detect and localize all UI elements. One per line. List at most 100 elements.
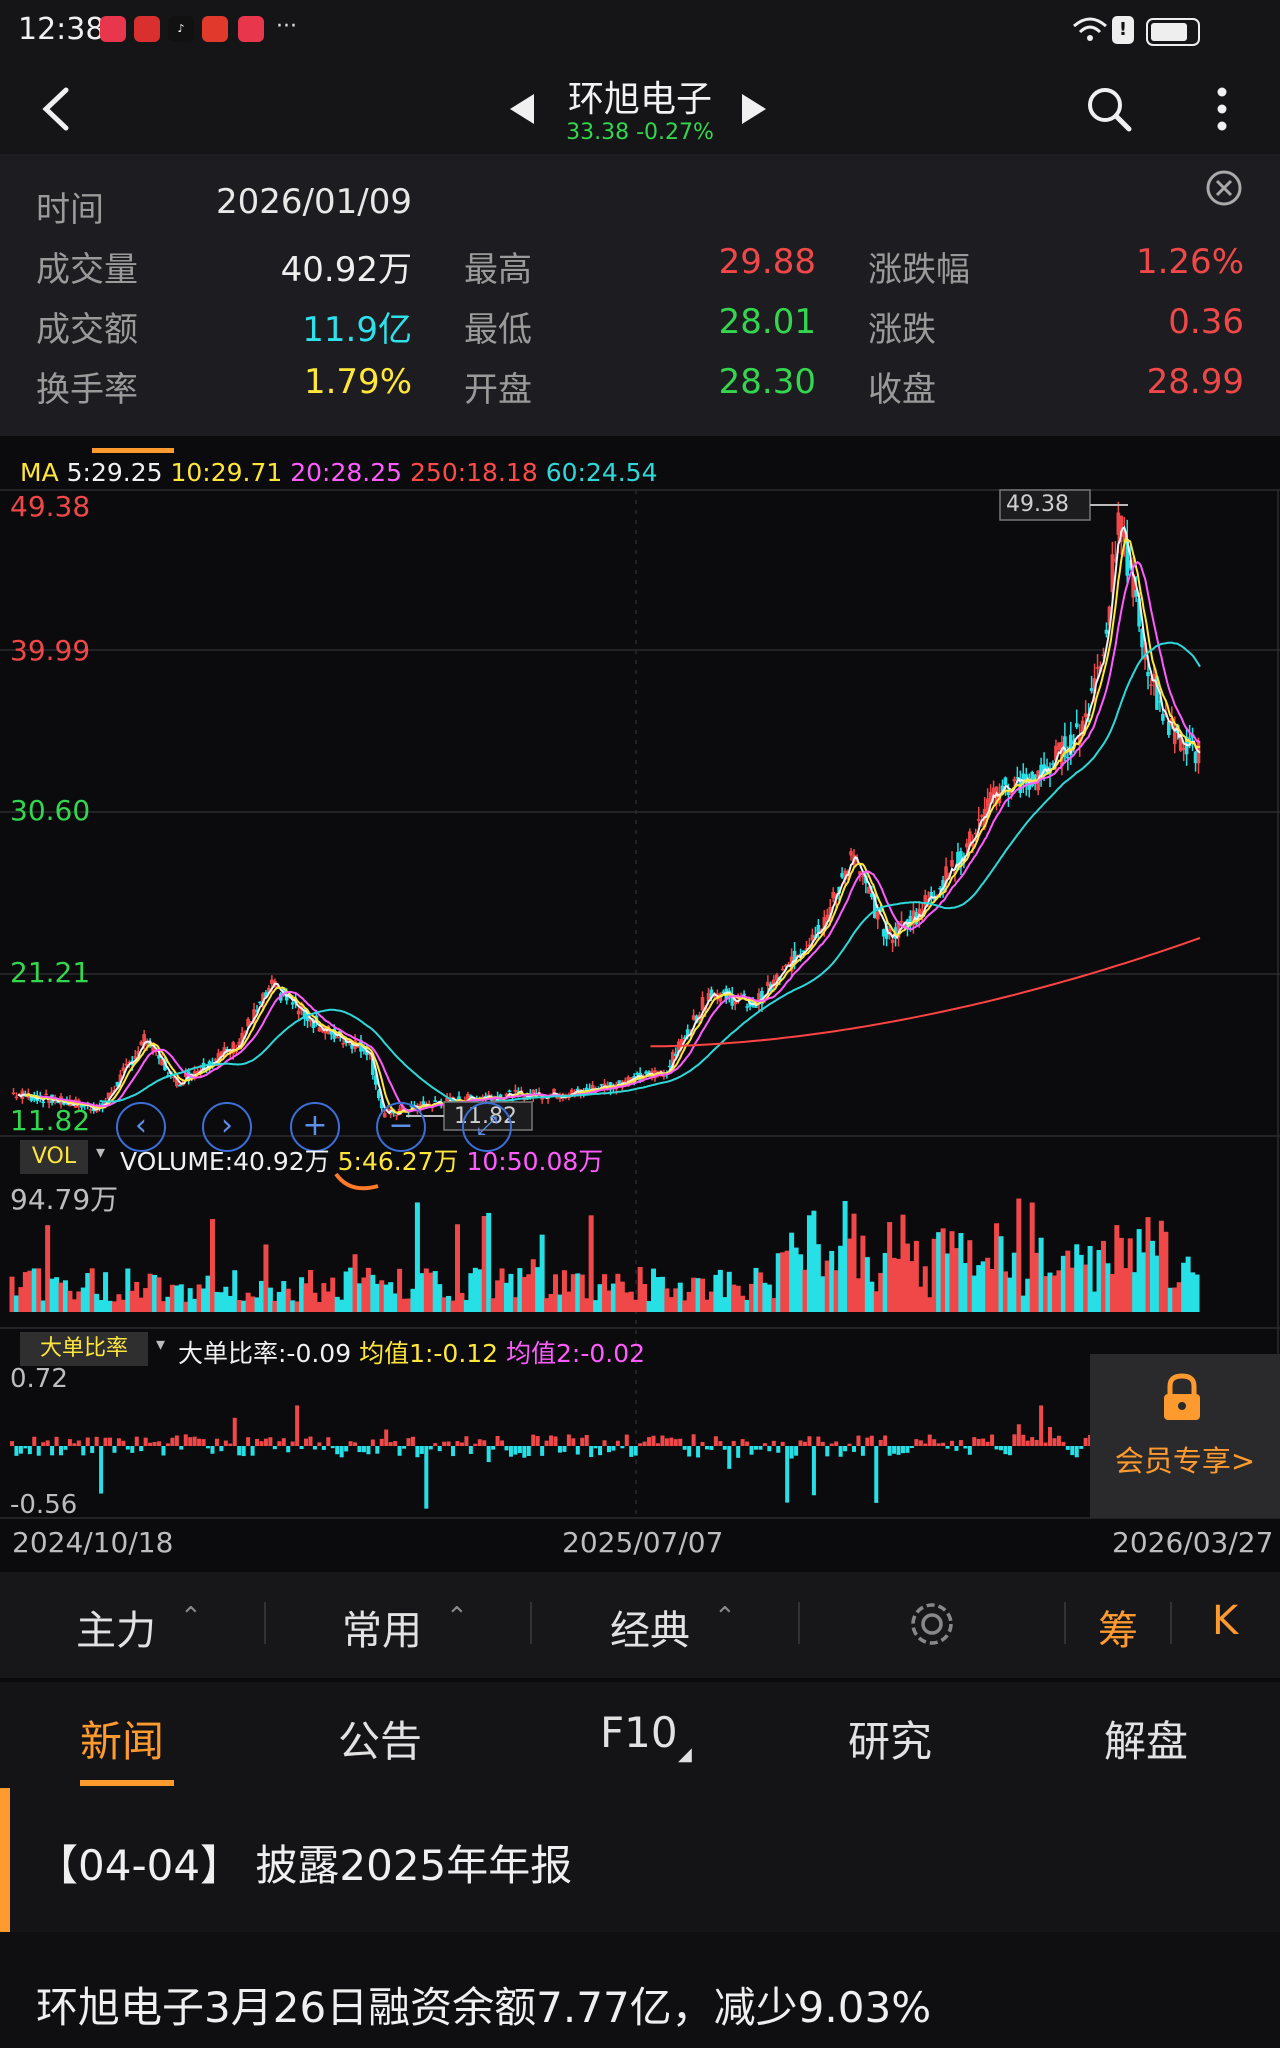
candle-body — [875, 911, 880, 920]
search-icon[interactable] — [1086, 86, 1132, 132]
volume-bar — [1011, 1252, 1017, 1312]
zoom-in-button[interactable]: + — [290, 1102, 340, 1152]
candle-body — [676, 1041, 681, 1054]
volume-bar — [553, 1274, 559, 1312]
candle-body — [923, 895, 928, 907]
volume-bar — [414, 1202, 420, 1312]
zoom-out-button[interactable]: − — [376, 1102, 426, 1152]
volume-bar — [847, 1238, 853, 1312]
ratio-bar — [1003, 1446, 1008, 1455]
ma-lines — [17, 525, 1201, 1115]
member-lock-overlay[interactable]: 会员专享> — [1090, 1354, 1280, 1518]
divider — [530, 1602, 532, 1644]
chevron-up-icon[interactable]: ⌃ — [180, 1602, 202, 1632]
ratio-bar — [415, 1446, 420, 1458]
volume-bar — [499, 1268, 505, 1312]
candle-body — [733, 1001, 737, 1005]
candle-body — [1060, 741, 1064, 767]
ratio-bar — [170, 1437, 175, 1446]
next-triangle-icon[interactable] — [740, 92, 768, 126]
news-item[interactable]: 环旭电子3月26日融资余额7.77亿，减少9.03% — [0, 1932, 1280, 2048]
close-circle-icon[interactable] — [1204, 168, 1244, 208]
ratio-indicator-tag[interactable]: 大单比率 — [20, 1332, 148, 1366]
candle-body — [1063, 736, 1067, 758]
price-axis-max: 49.38 — [10, 490, 91, 523]
kline-chart-area[interactable]: MA 5:29.25 10:29.71 20:28.25 250:18.18 6… — [0, 448, 1280, 1568]
reset-zoom-button[interactable]: ⤢ — [462, 1102, 512, 1152]
ratio-bar — [45, 1440, 50, 1446]
prev-triangle-icon[interactable] — [508, 92, 536, 126]
volume-bar — [708, 1291, 714, 1312]
volume-bar — [744, 1299, 750, 1312]
chevron-up-icon-2[interactable]: ⌃ — [446, 1602, 468, 1632]
open-label: 开盘 — [464, 370, 532, 410]
ratio-bar — [357, 1446, 362, 1453]
common-button[interactable]: 常用 — [342, 1608, 422, 1654]
ratio-dropdown-icon[interactable]: ▾ — [156, 1334, 166, 1355]
volume-bar — [539, 1234, 545, 1312]
volume-bar — [410, 1288, 416, 1312]
volume-bar — [405, 1298, 411, 1312]
candle-body — [1107, 606, 1112, 626]
volume-bar — [276, 1291, 282, 1312]
member-exclusive-link[interactable]: 会员专享> — [1114, 1444, 1256, 1478]
ratio-bar — [691, 1434, 696, 1446]
tab-f10[interactable]: F10 — [600, 1708, 678, 1757]
vol-dropdown-icon[interactable]: ▾ — [96, 1142, 106, 1163]
candle-body — [445, 1097, 449, 1104]
main-force-button[interactable]: 主力 — [76, 1608, 156, 1654]
volume-bar — [1145, 1217, 1151, 1312]
volume-bar — [1105, 1263, 1111, 1312]
volume-bar — [869, 1281, 875, 1312]
volume-bar — [633, 1299, 639, 1312]
ratio-bar — [27, 1446, 32, 1455]
gear-icon[interactable] — [908, 1600, 956, 1648]
chevron-up-icon-3[interactable]: ⌃ — [714, 1602, 736, 1632]
tab-analysis[interactable]: 解盘 — [1104, 1717, 1189, 1766]
candle-body — [379, 1099, 384, 1109]
volume-bar — [1154, 1255, 1160, 1312]
volume-bar — [936, 1232, 942, 1312]
volume-bar — [504, 1282, 510, 1312]
more-vertical-icon[interactable] — [1214, 86, 1230, 132]
scroll-left-button[interactable]: ‹ — [116, 1102, 166, 1152]
classic-button[interactable]: 经典 — [610, 1608, 690, 1654]
candle-body — [1074, 723, 1079, 728]
ratio-bar — [473, 1443, 478, 1446]
tiktok-icon: ♪ — [168, 16, 194, 42]
volume-bar — [455, 1224, 460, 1312]
ratio-bar — [673, 1439, 678, 1446]
ratio-bar — [624, 1434, 629, 1446]
kline-button[interactable]: K — [1212, 1598, 1239, 1644]
ratio-bar — [517, 1446, 522, 1454]
volume-bar — [597, 1284, 603, 1312]
tab-announcements[interactable]: 公告 — [338, 1717, 423, 1766]
volume-bar — [18, 1287, 24, 1312]
volume-bar — [1056, 1270, 1062, 1312]
volume-bar — [976, 1265, 982, 1312]
scroll-right-button[interactable]: › — [202, 1102, 252, 1152]
candle-body — [1140, 628, 1144, 648]
back-arrow-icon[interactable] — [38, 86, 72, 132]
chip-distribution-button[interactable]: 筹 — [1098, 1608, 1138, 1654]
tab-news[interactable]: 新闻 — [80, 1717, 165, 1766]
candle-body — [549, 1093, 553, 1096]
news-item-highlight[interactable]: 【04-04】 披露2025年年报 — [0, 1788, 1280, 1932]
tab-research[interactable]: 研究 — [848, 1717, 933, 1766]
ratio-bar — [237, 1446, 242, 1456]
ratio-bar — [277, 1441, 282, 1446]
volume-bar — [192, 1298, 198, 1312]
volume-bar — [361, 1277, 367, 1312]
candle-body — [261, 993, 265, 1004]
vol-indicator-tag[interactable]: VOL — [20, 1140, 88, 1174]
ratio-bar — [1025, 1440, 1030, 1446]
candle-body — [136, 1051, 141, 1056]
volume-bar — [1016, 1198, 1022, 1312]
ratio-bar — [76, 1440, 81, 1446]
candle-body — [151, 1042, 155, 1053]
ratio-bar — [566, 1434, 571, 1446]
ratio-bar — [958, 1440, 963, 1446]
ratio-bar — [967, 1446, 972, 1455]
candle-body — [570, 1089, 574, 1096]
volume-bar — [570, 1274, 576, 1312]
